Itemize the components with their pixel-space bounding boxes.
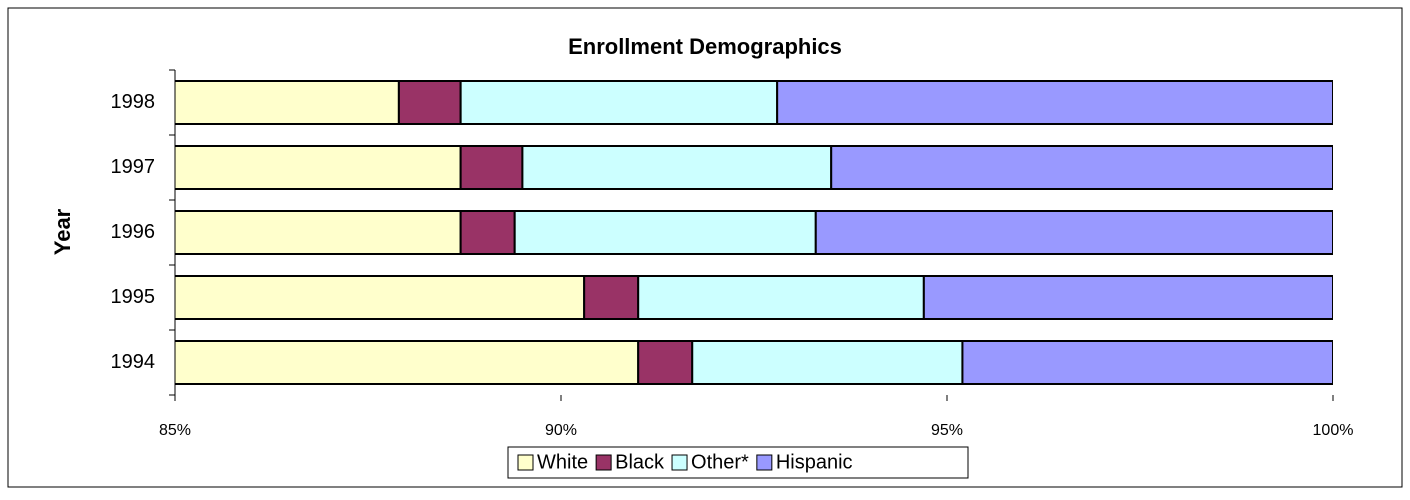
bar-segment [691,340,964,385]
bar-segment [922,275,1333,320]
legend-swatch [595,454,612,471]
legend-box [507,446,969,479]
bar-segment [637,340,694,385]
bar-segment [459,80,779,125]
bar-segment [830,145,1333,190]
bar-segment [776,80,1333,125]
y-tick-label: 1994 [111,351,156,373]
x-tick-label: 85% [159,422,191,439]
y-axis-label: Year [50,208,75,255]
legend-label: Black [615,451,665,473]
y-tick-label: 1998 [111,91,156,113]
x-tick-label: 90% [545,422,577,439]
chart-title: Enrollment Demographics [568,34,842,59]
bar-segment [175,340,640,385]
legend-swatch [671,454,688,471]
y-tick-label: 1996 [111,221,156,243]
bar-segment [459,210,516,255]
legend-label: Other* [691,451,749,473]
bar-segment [459,145,524,190]
bar-segment [521,145,833,190]
legend-swatch [756,454,773,471]
bar-segment [583,275,640,320]
bar-segment [814,210,1333,255]
x-tick-label: 95% [931,422,963,439]
legend-swatch [517,454,534,471]
bars [175,80,1333,385]
x-tick-label: 100% [1313,422,1354,439]
y-tick-label: 1997 [111,156,156,178]
bar-segment [513,210,817,255]
legend-label: Hispanic [776,451,853,473]
y-tick-label: 1995 [111,286,156,308]
bar-segment [961,340,1333,385]
bar-segment [397,80,462,125]
bar-segment [637,275,925,320]
legend-label: White [537,451,588,473]
